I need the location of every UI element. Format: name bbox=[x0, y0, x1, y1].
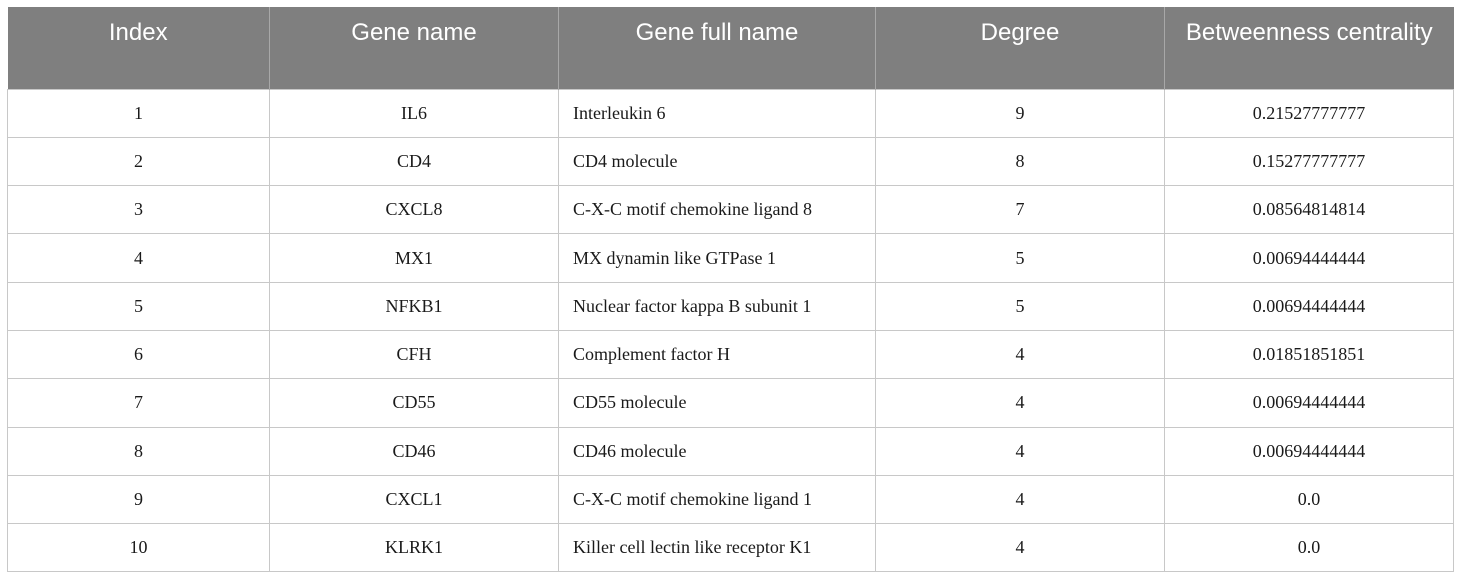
cell-degree: 4 bbox=[875, 329, 1165, 380]
cell-index: 5 bbox=[7, 281, 270, 331]
cell-degree: 4 bbox=[875, 474, 1165, 525]
cell-gene-full-name: Interleukin 6 bbox=[558, 88, 876, 138]
header-betweenness-centrality: Betweenness centrality bbox=[1164, 7, 1454, 89]
header-index: Index bbox=[7, 7, 270, 89]
header-degree: Degree bbox=[875, 7, 1165, 89]
table-header: Index Gene name Gene full name Degree Be… bbox=[7, 7, 1454, 89]
cell-index: 4 bbox=[7, 233, 270, 283]
table-row: 9 CXCL1 C-X-C motif chemokine ligand 1 4… bbox=[7, 474, 1454, 525]
cell-betweenness-centrality: 0.08564814814 bbox=[1164, 185, 1454, 235]
cell-gene-full-name: CD46 molecule bbox=[558, 426, 876, 476]
cell-betweenness-centrality: 0.0 bbox=[1164, 523, 1454, 573]
cell-degree: 8 bbox=[875, 136, 1165, 187]
table-row: 8 CD46 CD46 molecule 4 0.00694444444 bbox=[7, 426, 1454, 476]
cell-betweenness-centrality: 0.01851851851 bbox=[1164, 329, 1454, 380]
table-row: 3 CXCL8 C-X-C motif chemokine ligand 8 7… bbox=[7, 185, 1454, 235]
cell-degree: 4 bbox=[875, 523, 1165, 573]
cell-gene-full-name: CD4 molecule bbox=[558, 136, 876, 187]
cell-gene-name: CD4 bbox=[269, 136, 559, 187]
table-row: 6 CFH Complement factor H 4 0.0185185185… bbox=[7, 329, 1454, 380]
cell-index: 1 bbox=[7, 88, 270, 138]
cell-gene-name: CD46 bbox=[269, 426, 559, 476]
cell-gene-full-name: Complement factor H bbox=[558, 329, 876, 380]
cell-gene-full-name: MX dynamin like GTPase 1 bbox=[558, 233, 876, 283]
header-row: Index Gene name Gene full name Degree Be… bbox=[7, 7, 1454, 89]
cell-index: 10 bbox=[7, 523, 270, 573]
table-row: 2 CD4 CD4 molecule 8 0.15277777777 bbox=[7, 136, 1454, 187]
cell-index: 3 bbox=[7, 185, 270, 235]
gene-table: Index Gene name Gene full name Degree Be… bbox=[7, 7, 1454, 573]
table-body: 1 IL6 Interleukin 6 9 0.21527777777 2 CD… bbox=[7, 88, 1454, 573]
cell-betweenness-centrality: 0.00694444444 bbox=[1164, 233, 1454, 283]
cell-betweenness-centrality: 0.00694444444 bbox=[1164, 426, 1454, 476]
cell-degree: 7 bbox=[875, 185, 1165, 235]
cell-index: 2 bbox=[7, 136, 270, 187]
cell-degree: 4 bbox=[875, 378, 1165, 428]
cell-degree: 5 bbox=[875, 281, 1165, 331]
cell-index: 6 bbox=[7, 329, 270, 380]
cell-gene-full-name: C-X-C motif chemokine ligand 1 bbox=[558, 474, 876, 525]
cell-betweenness-centrality: 0.00694444444 bbox=[1164, 378, 1454, 428]
table-row: 10 KLRK1 Killer cell lectin like recepto… bbox=[7, 523, 1454, 573]
cell-gene-name: CFH bbox=[269, 329, 559, 380]
cell-degree: 9 bbox=[875, 88, 1165, 138]
cell-betweenness-centrality: 0.15277777777 bbox=[1164, 136, 1454, 187]
cell-betweenness-centrality: 0.0 bbox=[1164, 474, 1454, 525]
cell-gene-name: MX1 bbox=[269, 233, 559, 283]
cell-index: 8 bbox=[7, 426, 270, 476]
gene-table-container: Index Gene name Gene full name Degree Be… bbox=[7, 7, 1454, 573]
header-gene-name: Gene name bbox=[269, 7, 559, 89]
cell-gene-name: CD55 bbox=[269, 378, 559, 428]
table-row: 5 NFKB1 Nuclear factor kappa B subunit 1… bbox=[7, 281, 1454, 331]
cell-gene-name: KLRK1 bbox=[269, 523, 559, 573]
cell-gene-name: IL6 bbox=[269, 88, 559, 138]
cell-gene-name: CXCL8 bbox=[269, 185, 559, 235]
cell-gene-name: CXCL1 bbox=[269, 474, 559, 525]
cell-index: 9 bbox=[7, 474, 270, 525]
cell-gene-full-name: C-X-C motif chemokine ligand 8 bbox=[558, 185, 876, 235]
cell-gene-full-name: Killer cell lectin like receptor K1 bbox=[558, 523, 876, 573]
cell-gene-full-name: Nuclear factor kappa B subunit 1 bbox=[558, 281, 876, 331]
cell-degree: 5 bbox=[875, 233, 1165, 283]
table-row: 1 IL6 Interleukin 6 9 0.21527777777 bbox=[7, 88, 1454, 138]
cell-betweenness-centrality: 0.21527777777 bbox=[1164, 88, 1454, 138]
header-gene-full-name: Gene full name bbox=[558, 7, 876, 89]
cell-betweenness-centrality: 0.00694444444 bbox=[1164, 281, 1454, 331]
cell-index: 7 bbox=[7, 378, 270, 428]
table-row: 4 MX1 MX dynamin like GTPase 1 5 0.00694… bbox=[7, 233, 1454, 283]
table-row: 7 CD55 CD55 molecule 4 0.00694444444 bbox=[7, 378, 1454, 428]
cell-degree: 4 bbox=[875, 426, 1165, 476]
cell-gene-full-name: CD55 molecule bbox=[558, 378, 876, 428]
cell-gene-name: NFKB1 bbox=[269, 281, 559, 331]
